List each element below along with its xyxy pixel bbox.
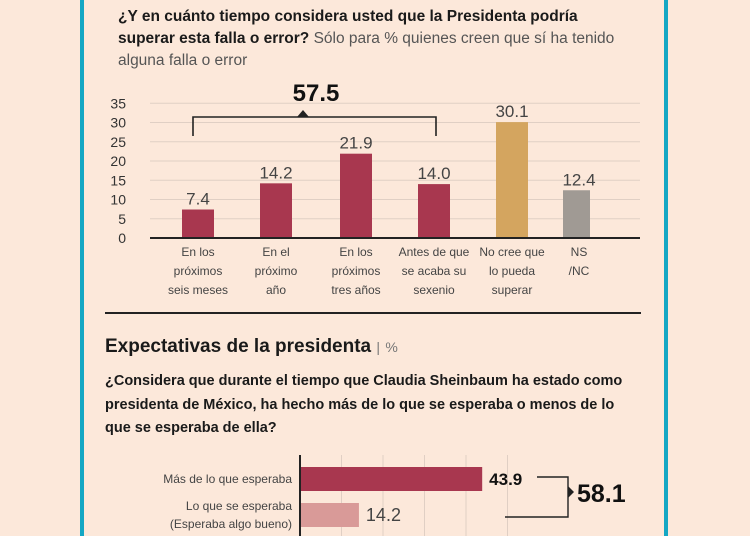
y-tick-label: 35 [110, 95, 126, 111]
y-tick-label: 10 [110, 192, 126, 208]
category-label: próximo [255, 264, 298, 278]
y-tick-label: 25 [110, 134, 126, 150]
bar [340, 153, 372, 238]
category-label: sexenio [413, 283, 455, 297]
y-tick-label: 5 [118, 211, 126, 227]
category-label: En el [262, 245, 289, 259]
value-label: 7.4 [186, 190, 210, 209]
total-annotation: 57.5 [293, 80, 340, 107]
category-label: (Esperaba algo bueno) [170, 517, 292, 531]
bar [182, 209, 214, 238]
bar [418, 184, 450, 238]
category-label: se acaba su [402, 264, 467, 278]
category-label: Antes de que [399, 245, 470, 259]
section-unit: % [385, 339, 398, 355]
bracket [192, 116, 437, 136]
section-title: Expectativas de la presidenta | % [105, 336, 398, 358]
y-tick-label: 15 [110, 172, 126, 188]
bracket-arrow-icon [568, 486, 574, 498]
category-label: /NC [569, 264, 590, 278]
value-label: 30.1 [495, 102, 528, 121]
bar [300, 467, 483, 491]
value-label: 21.9 [339, 134, 372, 153]
category-label: seis meses [168, 283, 228, 297]
category-label: superar [492, 283, 533, 297]
value-label: 12.4 [562, 170, 595, 189]
right-border [664, 0, 668, 536]
y-tick-label: 30 [110, 115, 126, 131]
category-label: En los [181, 245, 214, 259]
question-1: ¿Y en cuánto tiempo considera usted que … [118, 6, 638, 72]
bar [496, 122, 528, 238]
category-label: año [266, 283, 286, 297]
section-divider [105, 312, 641, 314]
category-label: NS [571, 245, 588, 259]
y-tick-label: 0 [118, 230, 126, 246]
category-label: Lo que se esperaba [186, 499, 292, 513]
value-label: 14.2 [366, 505, 401, 525]
value-label: 14.2 [259, 163, 292, 182]
category-label: tres años [331, 283, 380, 297]
category-label: próximos [332, 264, 381, 278]
bracket-arrow-icon [297, 110, 309, 117]
category-label: Más de lo que esperaba [163, 472, 292, 486]
category-label: lo pueda [489, 264, 535, 278]
left-border [80, 0, 84, 536]
question-1-note: Sólo para % quienes creen que sí ha teni… [118, 30, 615, 69]
category-label: próximos [174, 264, 223, 278]
bar [300, 503, 359, 527]
total-annotation: 58.1 [577, 480, 626, 508]
question-1-text: ¿Y en cuánto tiempo considera usted que … [118, 8, 578, 47]
bar [260, 183, 292, 238]
category-label: En los [339, 245, 372, 259]
y-tick-label: 20 [110, 153, 126, 169]
category-label: No cree que [479, 245, 545, 259]
value-label: 43.9 [489, 470, 522, 489]
bar [563, 190, 590, 238]
question-2: ¿Considera que durante el tiempo que Cla… [105, 373, 623, 436]
value-label: 14.0 [417, 164, 450, 183]
section-title-text: Expectativas de la presidenta [105, 336, 372, 357]
title-separator: | [376, 339, 381, 355]
